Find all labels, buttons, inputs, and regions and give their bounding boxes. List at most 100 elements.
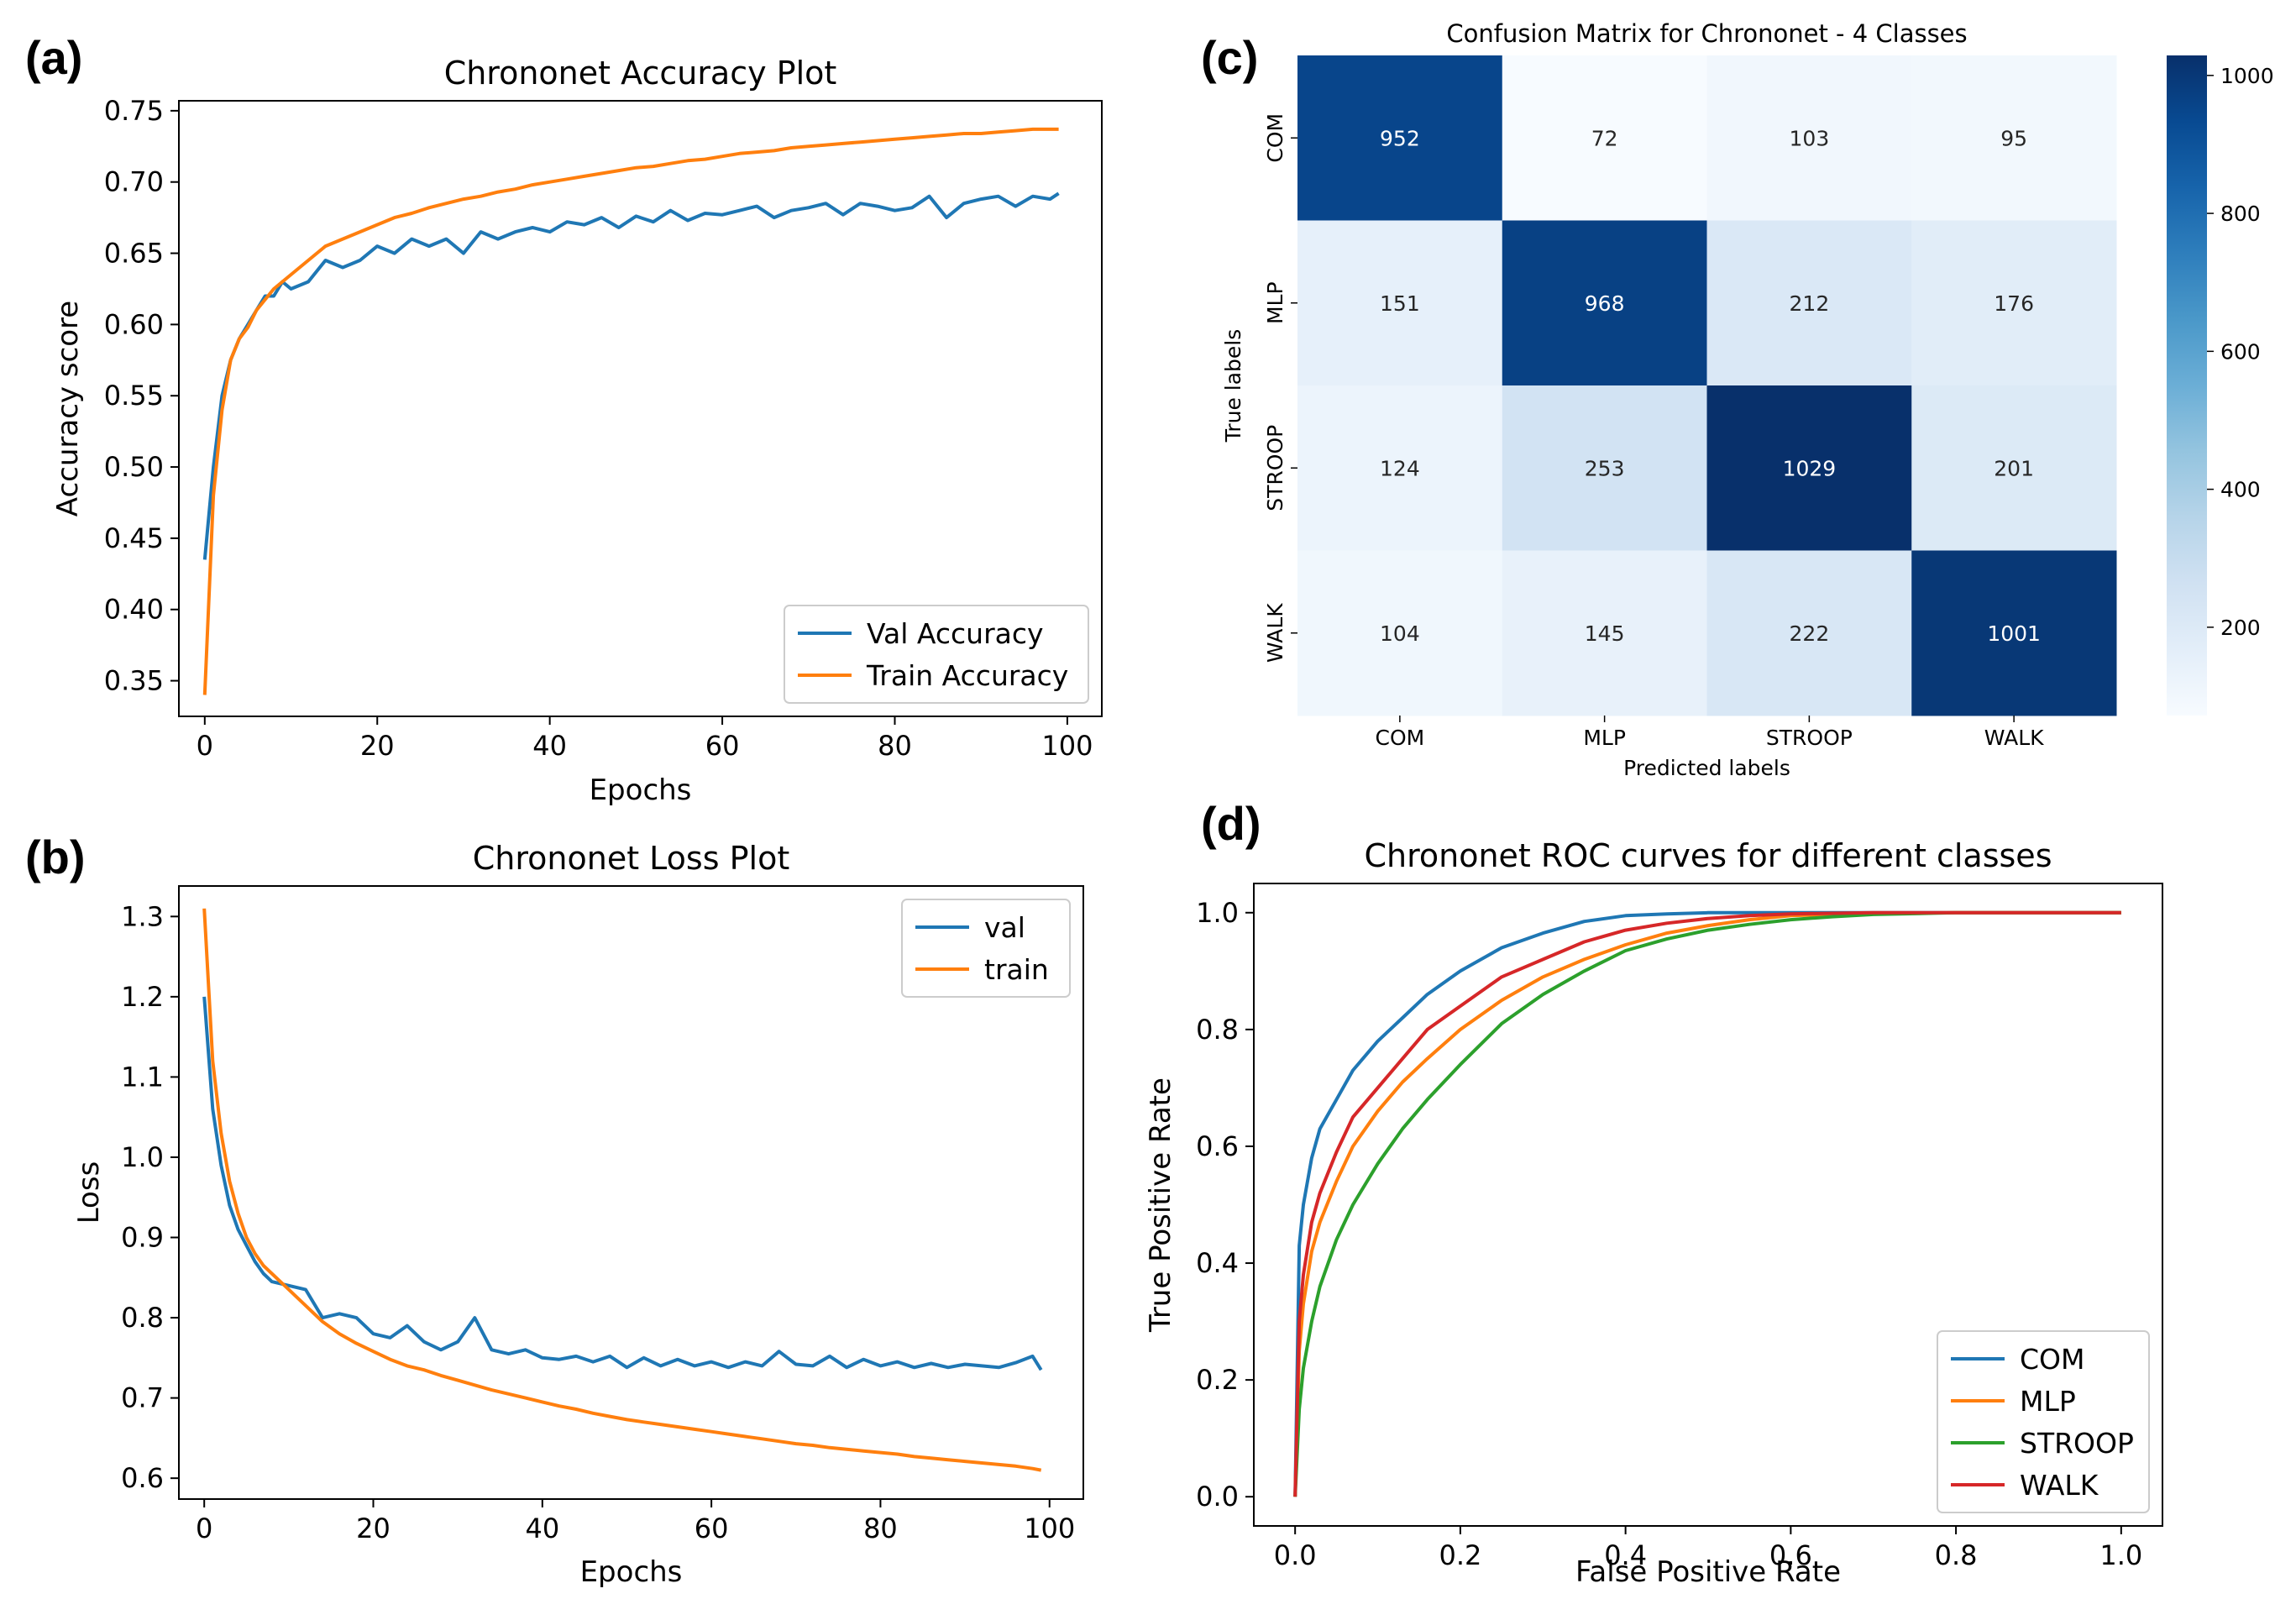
cm-cell [1706,55,1912,221]
loss-legend-label: val [984,911,1025,944]
accuracy-ytick-label: 0.65 [104,238,164,270]
roc-title: Chrononet ROC curves for different class… [1364,837,2052,874]
accuracy-xtick-label: 80 [878,730,912,762]
cm-cell [1502,550,1707,716]
accuracy-legend-box [784,605,1089,704]
cm-colorbar-tick-label: 600 [2220,339,2261,364]
roc-ylabel: True Positive Rate [1144,1077,1177,1333]
accuracy-axes-frame [178,100,1103,717]
cm-cell-value: 968 [1585,291,1625,316]
cm-colorbar-tick-label: 400 [2220,478,2261,502]
loss-ytick-label: 1.2 [121,981,164,1013]
panel-label-b: (b) [25,831,86,883]
loss-ytick-label: 0.9 [121,1222,164,1254]
cm-cell [1502,385,1707,551]
cm-colorbar-tick-label: 800 [2220,202,2261,226]
cm-xtick-label: STROOP [1766,726,1853,750]
cm-cell [1297,55,1503,221]
cm-cell [1706,220,1912,386]
loss-ytick-label: 0.8 [121,1302,164,1334]
roc-ytick-label: 0.2 [1196,1364,1239,1396]
cm-ytick-label: MLP [1263,281,1287,324]
roc-xtick-label: 0.4 [1604,1539,1647,1571]
cm-colorbar [2167,55,2207,716]
cm-cell [1706,550,1912,716]
loss-title: Chrononet Loss Plot [473,840,789,877]
roc-chart: 0.0 0.2 0.4 0.6 0.8 1.0 0.0 0.2 0.4 0.6 0.8 1.0 Chro… [1144,837,2163,1589]
loss-xtick-label: 100 [1024,1512,1075,1544]
accuracy-ytick-label: 0.60 [104,308,164,340]
cm-ytick-label: COM [1263,113,1287,163]
roc-xtick-label: 0.8 [1935,1539,1978,1571]
cm-cell [1297,220,1503,386]
roc-legend-box [1937,1330,2150,1513]
loss-chart: 0 20 40 60 80 100 0.6 0.7 0.8 0.9 1.0 1.1 1.2 1.3 Chro… [72,840,1084,1589]
cm-cell-value: 212 [1790,291,1830,316]
loss-ytick-label: 1.0 [121,1141,164,1173]
roc-ytick-label: 0.4 [1196,1247,1239,1279]
accuracy-title: Chrononet Accuracy Plot [444,55,837,92]
cm-cell-value: 104 [1380,621,1420,646]
accuracy-legend: Val Accuracy Train Accuracy [784,605,1089,704]
cm-cell-value: 253 [1585,456,1625,480]
cm-cell [1502,220,1707,386]
loss-series-val [202,996,1043,1371]
panel-label-a: (a) [25,31,82,84]
roc-ytick-label: 0.0 [1196,1481,1239,1512]
accuracy-ytick-label: 0.70 [104,166,164,198]
cm-ytick-label: STROOP [1263,425,1287,511]
cm-cell [1297,385,1503,551]
cm-cell [1706,385,1912,551]
accuracy-series-train-accuracy [202,127,1059,695]
cm-xtick-label: MLP [1583,726,1626,750]
roc-ytick-label: 0.6 [1196,1130,1239,1162]
accuracy-ytick-label: 0.55 [104,380,164,412]
accuracy-xtick-label: 40 [532,730,567,762]
cm-cell [1502,55,1707,221]
roc-legend-label: COM [2020,1343,2085,1376]
roc-ytick-label: 0.8 [1196,1014,1239,1046]
roc-xtick-label: 1.0 [2099,1539,2142,1571]
cm-xlabel: Predicted labels [1623,756,1790,780]
loss-legend-box [901,899,1071,998]
accuracy-legend-label: Val Accuracy [867,617,1044,650]
cm-cell-value: 103 [1790,126,1830,150]
cm-cell-value: 95 [2000,126,2027,150]
cm-cell-value: 952 [1380,126,1420,150]
loss-axes-frame [178,885,1084,1500]
roc-legend: COM MLP STROOP WALK [1937,1330,2150,1513]
accuracy-xtick-label: 0 [197,730,213,762]
cm-cell-value: 222 [1790,621,1830,646]
cm-cell-value: 145 [1585,621,1625,646]
cm-cell [1911,55,2117,221]
accuracy-xlabel: Epochs [590,773,692,807]
panel-label-c: (c) [1201,31,1258,84]
roc-ytick-label: 1.0 [1196,897,1239,929]
cm-cell [1911,220,2117,386]
accuracy-xtick-label: 60 [705,730,740,762]
cm-colorbar-tick-label: 1000 [2220,64,2274,88]
panel-label-d: (d) [1201,797,1261,850]
cm-cell-value: 1029 [1783,456,1837,480]
accuracy-legend-label: Train Accuracy [866,659,1068,692]
cm-cell-value: 72 [1591,126,1618,150]
accuracy-ytick-label: 0.45 [104,522,164,554]
cm-cell-value: 124 [1380,456,1420,480]
cm-xtick-label: WALK [1984,726,2044,750]
cm-title: Confusion Matrix for Chrononet - 4 Class… [1446,19,1967,48]
confusion-matrix-chart: 952 72 103 95 151 968 212 176 124 253 1029 201 104 14… [1221,19,2274,780]
cm-cell [1297,550,1503,716]
cm-cell-value: 201 [1994,456,2034,480]
accuracy-ytick-label: 0.50 [104,451,164,483]
cm-cell-value: 176 [1994,291,2034,316]
loss-xtick-label: 0 [196,1512,212,1544]
accuracy-ytick-label: 0.75 [104,95,164,127]
roc-legend-label: WALK [2020,1469,2099,1502]
roc-series-walk [1293,910,2121,1497]
roc-xlabel: False Positive Rate [1575,1555,1841,1589]
roc-series-com [1293,910,2121,1497]
loss-ylabel: Loss [72,1161,106,1224]
roc-xtick-label: 0.2 [1439,1539,1481,1571]
roc-legend-label: STROOP [2020,1427,2134,1460]
